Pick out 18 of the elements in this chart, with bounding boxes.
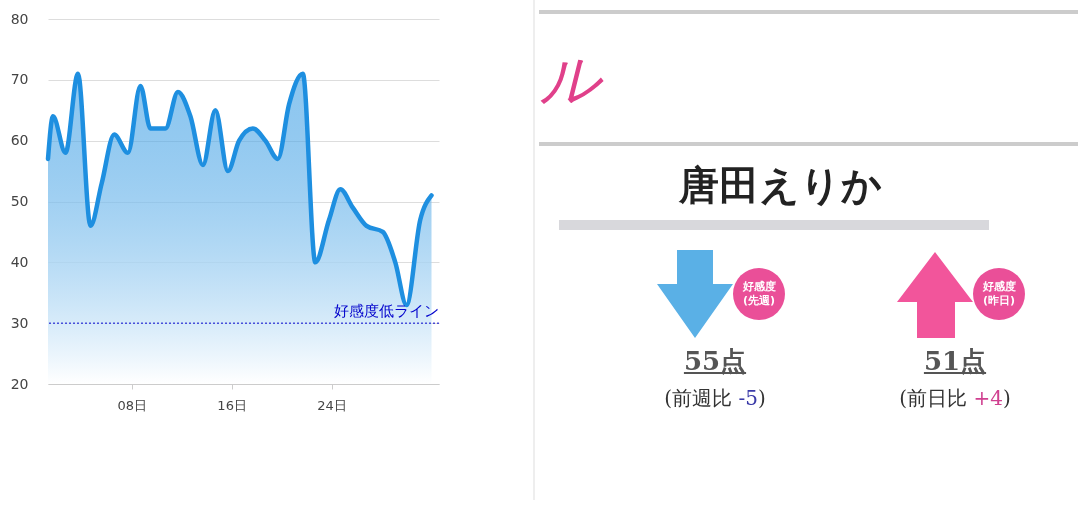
y-tick-label: 30 <box>10 314 29 331</box>
text: 唐田えりか <box>677 160 883 210</box>
text: 51点 <box>922 345 988 378</box>
y-tick-label: 20 <box>10 375 29 392</box>
text: (前週比 -5) <box>663 385 767 412</box>
text: 好感度 (昨日) <box>973 268 1025 320</box>
y-tick-label: 40 <box>10 253 29 270</box>
y-tick-label: 70 <box>10 71 29 88</box>
y-tick-label: 50 <box>10 193 29 209</box>
ref-line-label: 好感度低ライン <box>334 302 439 321</box>
x-tick-label: 24日 <box>317 397 347 413</box>
text: 好感度 (先週) <box>733 268 785 320</box>
x-tick-label: 16日 <box>217 397 247 413</box>
y-tick-label: 60 <box>10 132 29 149</box>
text: (前日比 +4) <box>898 385 1012 412</box>
x-tick-label: 08日 <box>117 397 147 413</box>
y-tick-label: 80 <box>10 10 29 27</box>
text: 55点 <box>682 345 748 378</box>
